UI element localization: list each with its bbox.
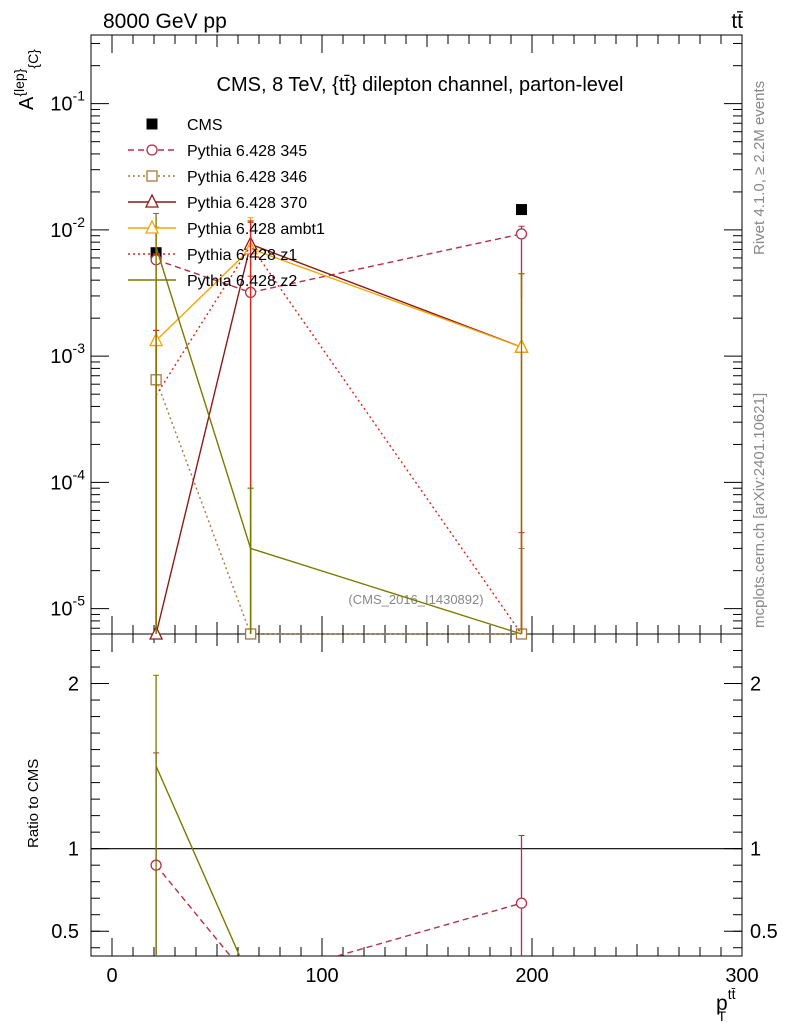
legend-label-z2: Pythia 6.428 z2 <box>187 273 297 290</box>
x-tick-label: 200 <box>515 965 548 987</box>
ratio-line-z2 <box>155 765 241 956</box>
legend-label-z1: Pythia 6.428 z1 <box>187 247 297 264</box>
ratio-point-p345 <box>515 897 528 909</box>
ratio-y-tick-label: 0.5 <box>51 921 79 943</box>
x-tick-label: 300 <box>725 965 758 987</box>
legend-marker-p345 <box>146 144 158 156</box>
main-y-tick-label: 10-5 <box>50 593 85 621</box>
main-y-tick-label: 10-3 <box>50 340 85 368</box>
ratio-y-tick-label-right: 1 <box>750 839 761 861</box>
series-line-z2 <box>155 246 522 635</box>
series-line-p370 <box>155 243 522 635</box>
main-plot-title: CMS, 8 TeV, {tt̄} dilepton channel, part… <box>217 74 624 96</box>
ratio-y-tick-label: 2 <box>68 674 79 696</box>
legend-marker-cms <box>146 118 158 130</box>
ratio-line-p345 <box>155 864 522 956</box>
series-z2 <box>153 212 525 635</box>
x-tick-label: 100 <box>305 965 338 987</box>
legend: CMS Pythia 6.428 345 Pythia 6.428 346 Pythi… <box>128 117 325 290</box>
main-y-tick-label: 10-4 <box>50 466 85 494</box>
main-y-tick-label: 10-2 <box>50 214 85 242</box>
legend-marker-p370 <box>144 193 160 208</box>
ratio-y-axis-label: Ratio to CMS <box>25 759 42 848</box>
ratio-series-p345 <box>150 752 528 956</box>
x-tick-label: 0 <box>106 965 117 987</box>
analysis-id-watermark: (CMS_2016_I1430892) <box>348 592 483 607</box>
header-process-label: tt̄ <box>731 10 743 33</box>
main-y-tick-label: 10-1 <box>50 88 85 116</box>
mcplots-label: mcplots.cern.ch [arXiv:2401.10621] <box>751 393 768 628</box>
header-energy-label: 8000 GeV pp <box>103 10 227 33</box>
ratio-y-tick-label: 1 <box>68 839 79 861</box>
legend-label-ambt1: Pythia 6.428 ambt1 <box>187 221 325 238</box>
legend-label-p345: Pythia 6.428 345 <box>187 143 307 160</box>
rivet-version-label: Rivet 4.1.0, ≥ 2.2M events <box>751 81 768 255</box>
ratio-series-z2 <box>153 674 241 956</box>
point-p345 <box>515 228 528 240</box>
legend-label-cms: CMS <box>187 117 223 134</box>
legend-label-p370: Pythia 6.428 370 <box>187 195 307 212</box>
legend-marker-ambt1 <box>144 219 160 234</box>
series-line-p345 <box>155 233 522 294</box>
legend-marker-p346 <box>146 170 158 182</box>
ratio-y-tick-label-right: 2 <box>750 674 761 696</box>
ratio-plot-frame <box>90 633 743 957</box>
point-cms <box>516 204 527 216</box>
main-y-axis-label: A{lep}{C} <box>11 49 41 110</box>
x-axis-label: ptt̄ T <box>716 986 736 1024</box>
ratio-y-tick-label-right: 0.5 <box>750 921 778 943</box>
legend-label-p346: Pythia 6.428 346 <box>187 169 307 186</box>
